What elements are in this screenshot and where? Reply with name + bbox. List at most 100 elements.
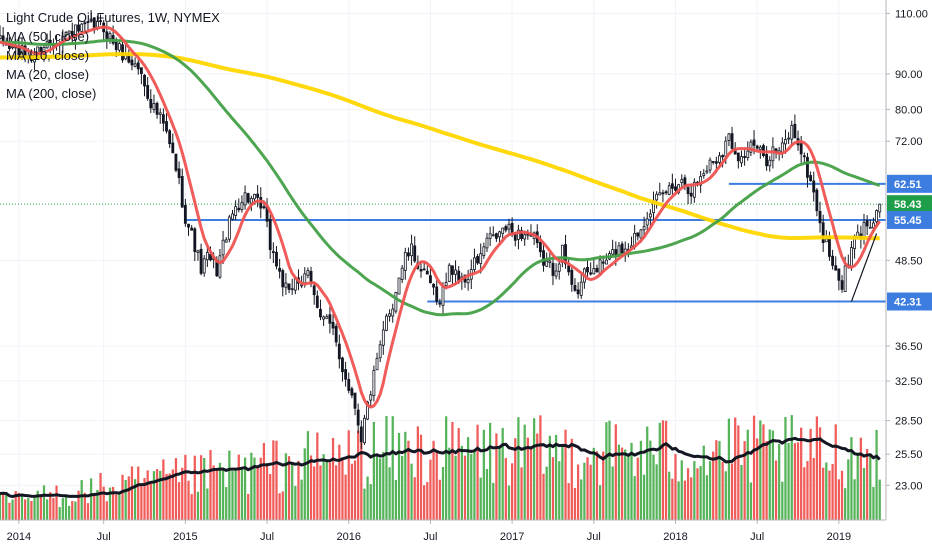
candle-body [391, 308, 395, 317]
volume-bar [778, 443, 781, 520]
volume-bar [454, 455, 457, 520]
candle-body [287, 283, 291, 290]
x-tick-label-4: 2016 [337, 531, 361, 543]
volume-bar [341, 460, 344, 520]
candle-body [564, 244, 567, 265]
candle-body [253, 193, 256, 200]
volume-bar [215, 469, 218, 520]
volume-bar [303, 448, 306, 520]
candle-body [158, 112, 162, 115]
volume-bar [467, 437, 470, 520]
candle-body [586, 266, 589, 273]
volume-bar [115, 494, 118, 520]
candle-body [152, 103, 156, 110]
volume-bar [64, 495, 68, 520]
volume-bar [259, 457, 262, 520]
candle-body [790, 125, 794, 140]
volume-bar [734, 417, 737, 520]
candle-body [375, 358, 379, 371]
volume-bar [17, 492, 20, 520]
candle-body [262, 206, 266, 209]
candle-body [234, 206, 238, 216]
volume-bar [11, 499, 14, 520]
volume-bar [190, 494, 193, 520]
volume-bar [102, 486, 105, 520]
volume-bar [187, 480, 190, 520]
x-tick-label-1: Jul [97, 531, 111, 543]
indicator-ma10-label[interactable]: MA (10, close) [6, 48, 90, 63]
volume-bar [866, 449, 869, 520]
candle-body [337, 343, 341, 360]
candle-body [227, 216, 231, 240]
candle-body [872, 222, 875, 229]
volume-bar [567, 483, 570, 520]
candle-body [718, 155, 721, 163]
candle-body [821, 222, 825, 243]
volume-bar [243, 457, 247, 520]
candle-body [598, 259, 602, 274]
candle-body [83, 22, 87, 25]
volume-bar [592, 447, 595, 520]
candle-body [407, 252, 410, 257]
volume-bar [265, 463, 269, 520]
indicator-ma200-label[interactable]: MA (200, close) [6, 86, 97, 101]
candle-body [334, 325, 338, 343]
volume-bar [306, 431, 310, 520]
volume-bar [347, 430, 350, 520]
volume-bar [168, 473, 171, 520]
x-tick-label-7: Jul [587, 531, 601, 543]
y-tick-label-8: 25.50 [895, 449, 923, 461]
indicator-ma50-label[interactable]: MA (50, close) [6, 29, 90, 44]
volume-bar [203, 457, 206, 520]
candle-body [724, 140, 728, 157]
volume-bar [699, 466, 702, 520]
volume-bar [391, 416, 394, 520]
volume-bar [294, 485, 297, 520]
volume-bar [536, 433, 539, 520]
candle-body [743, 156, 747, 158]
volume-bar [162, 459, 165, 520]
candle-body [620, 243, 624, 254]
candle-body [73, 24, 77, 41]
candle-body [117, 43, 121, 51]
volume-bar [146, 470, 149, 520]
volume-bar [394, 479, 398, 520]
volume-ma-line [0, 436, 881, 499]
candle-body [551, 262, 555, 276]
candle-body [193, 228, 197, 252]
candle-body [403, 252, 407, 271]
y-tick-label-0: 110.00 [895, 8, 928, 20]
candle-body [315, 295, 319, 308]
volume-bar [275, 440, 278, 520]
candle-body [736, 152, 740, 162]
volume-bar [118, 494, 121, 520]
volume-bar [325, 460, 328, 520]
y-tick-label-2: 80.00 [895, 104, 923, 116]
candle-body [711, 161, 715, 163]
volume-bar [869, 453, 872, 520]
candle-body [394, 291, 398, 312]
y-tick-label-1: 90.00 [895, 69, 923, 81]
price-tag-label-2: 55.45 [894, 215, 922, 227]
candle-body [667, 185, 671, 195]
x-tick-label-0: 2014 [7, 531, 31, 543]
volume-bar [523, 424, 526, 520]
indicator-ma20-label[interactable]: MA (20, close) [6, 67, 90, 82]
volume-bar [674, 454, 677, 520]
candle-body [850, 247, 853, 268]
volume-bar [83, 492, 86, 520]
volume-bar [765, 441, 768, 520]
candle-body [664, 191, 668, 194]
candle-body [557, 263, 561, 272]
candle-body [441, 286, 445, 306]
volume-bar [143, 477, 146, 520]
volume-bar [872, 486, 875, 520]
candle-body [501, 227, 505, 234]
volume-bar [124, 480, 127, 520]
volume-bar [539, 415, 542, 520]
candle-body [765, 154, 769, 167]
volume-bar [614, 424, 617, 520]
candle-body [356, 409, 360, 426]
